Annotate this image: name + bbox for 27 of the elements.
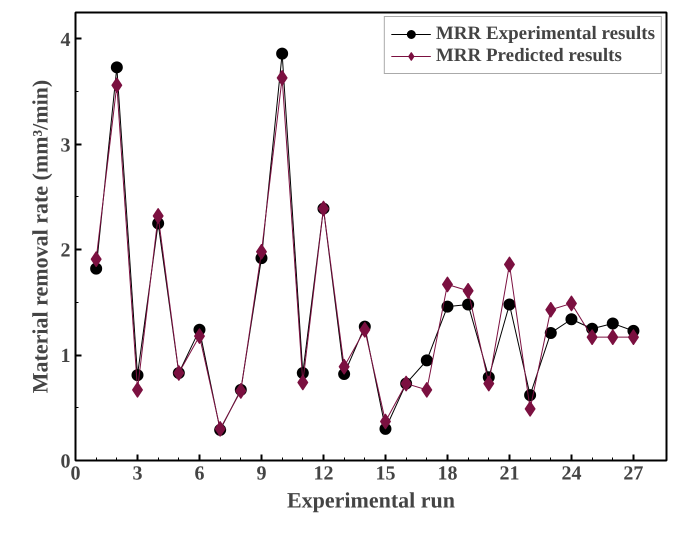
- point: [606, 317, 619, 330]
- x-tick-label: 15: [375, 462, 396, 484]
- x-tick-label: 3: [132, 462, 142, 484]
- y-axis-title: Material removal rate (mm³/min): [28, 80, 52, 394]
- point: [380, 414, 391, 430]
- point: [462, 298, 474, 310]
- legend-label: MRR Predicted results: [436, 45, 622, 67]
- y-tick-label: 3: [60, 134, 70, 156]
- point: [503, 298, 516, 310]
- point: [110, 61, 123, 74]
- x-tick-label: 9: [256, 462, 266, 484]
- point: [441, 300, 454, 313]
- x-tick-label: 21: [499, 462, 520, 484]
- point: [565, 313, 578, 326]
- legend-label: MRR Experimental results: [436, 23, 655, 45]
- point: [276, 48, 288, 60]
- point: [544, 326, 557, 339]
- x-tick-label: 6: [194, 462, 204, 484]
- y-tick-label: 2: [60, 240, 70, 262]
- point: [420, 354, 433, 366]
- y-tick-label: 1: [60, 345, 70, 368]
- x-tick-label: 27: [623, 462, 644, 484]
- y-tick-label: 4: [60, 28, 70, 51]
- x-tick-label: 18: [437, 462, 458, 484]
- x-tick-label: 24: [561, 462, 582, 484]
- x-axis-title: Experimental run: [286, 488, 456, 512]
- x-tick-label: 12: [313, 462, 334, 484]
